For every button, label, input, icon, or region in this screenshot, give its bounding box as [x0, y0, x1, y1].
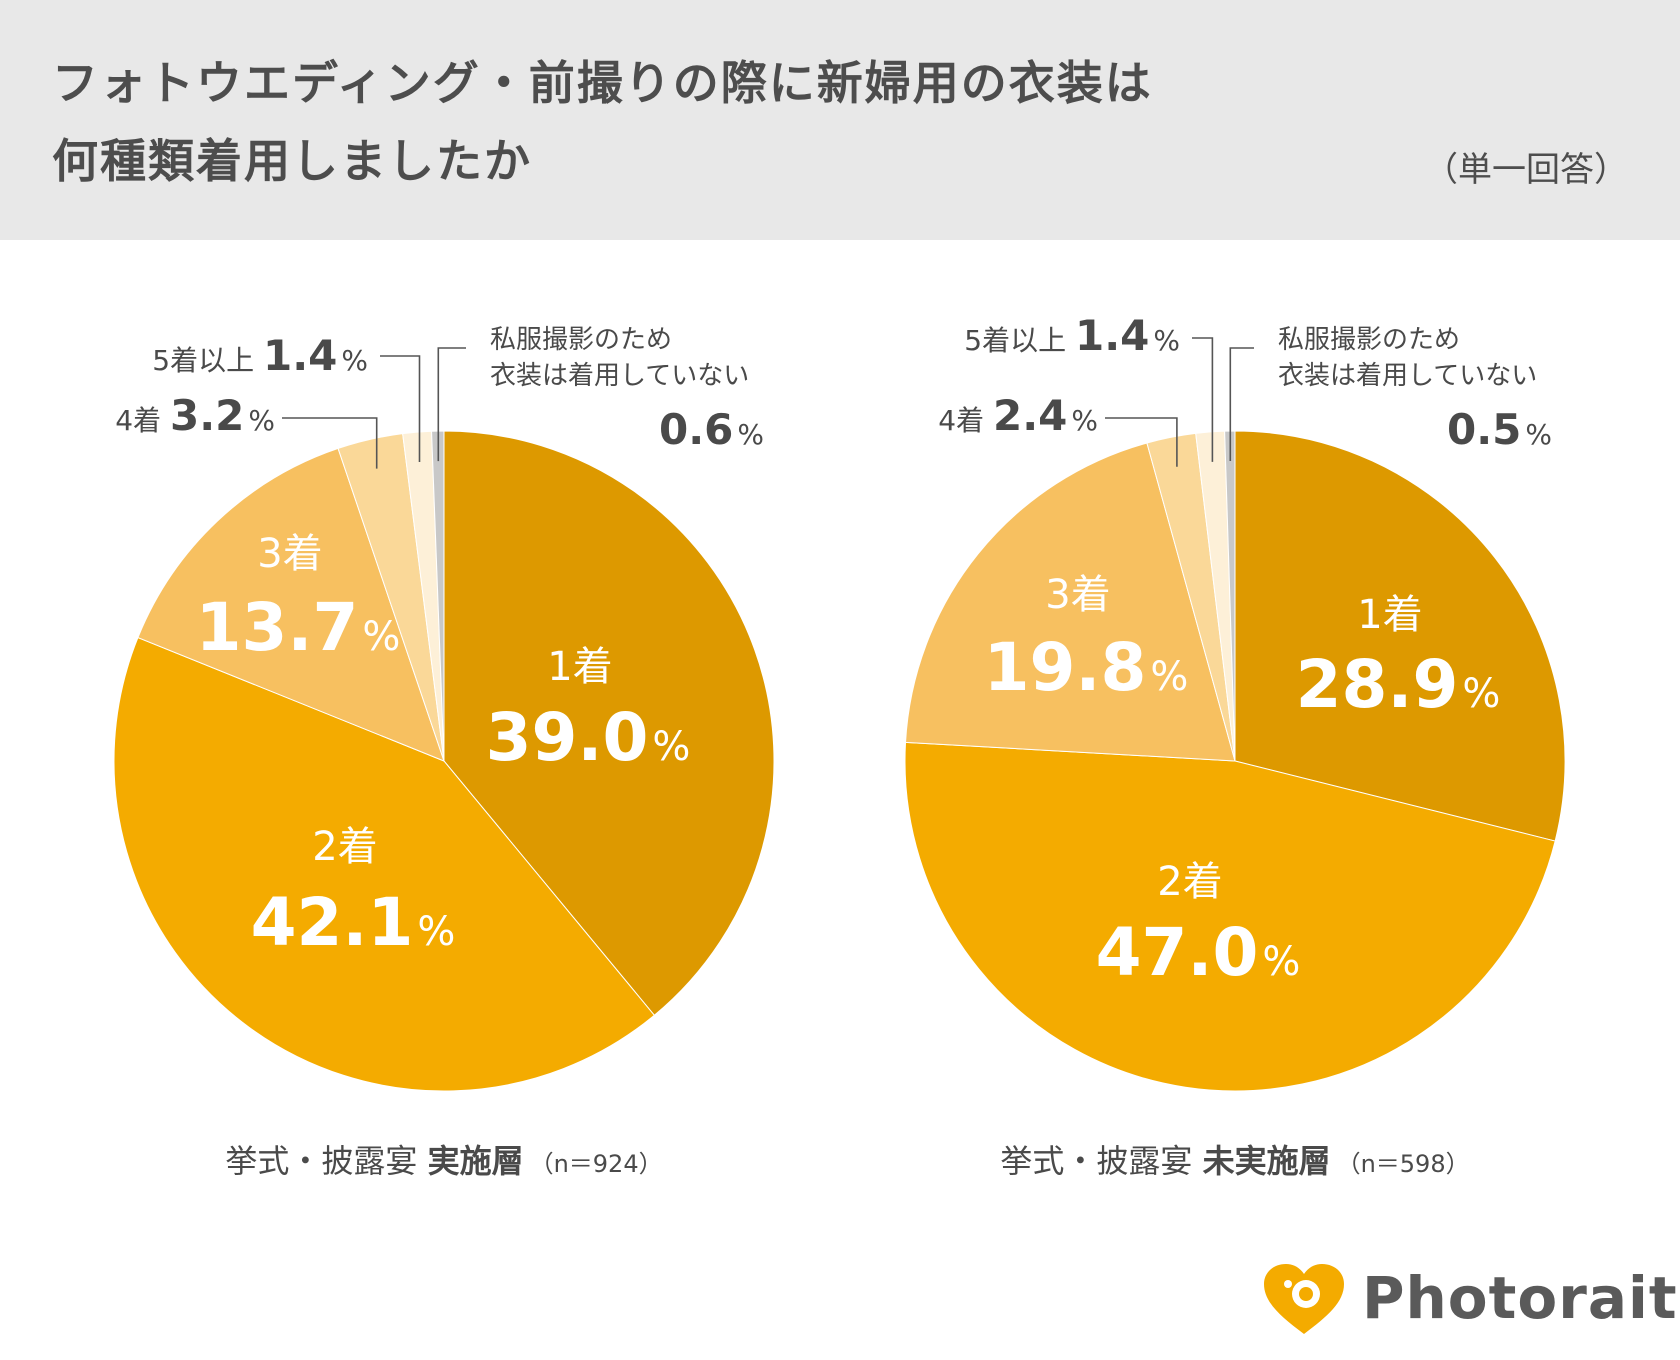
pie1-label-6-line1: 私服撮影のため	[490, 325, 672, 355]
pie2-value-1: 28.9%	[1296, 646, 1501, 723]
pie2-value-3: 19.8%	[984, 629, 1189, 706]
pie2-label-1: 1着	[1357, 592, 1422, 638]
pie1-leader-6	[437, 347, 466, 462]
title-line-2: 何種類着用しましたか	[52, 134, 532, 188]
pie2-leader-4	[1105, 417, 1178, 467]
pie1-slice-2	[113, 636, 656, 1092]
pie2-value-6: 0.5%	[1447, 405, 1552, 454]
pie2-label-3: 3着	[1045, 572, 1110, 618]
pie2-caption: 挙式・披露宴 未実施層 （n＝598）	[1000, 1142, 1469, 1180]
pie2-value-2: 47.0%	[1096, 914, 1301, 991]
pie2-slice-3	[905, 442, 1236, 762]
pie1-value-2: 42.1%	[251, 884, 456, 961]
pie1-label-3: 3着	[257, 531, 322, 577]
pie1-label-1: 1着	[547, 644, 612, 690]
logo-text: Photorait	[1362, 1264, 1678, 1332]
title-line-1: フォトウエディング・前撮りの際に新婦用の衣装は	[52, 56, 1153, 110]
chart-title: フォトウエディング・前撮りの際に新婦用の衣装は 何種類着用しましたか	[52, 44, 1352, 200]
pie1-value-3: 13.7%	[196, 589, 401, 666]
pie2-leader-6	[1229, 347, 1254, 461]
pie1-label-5: 5着以上 1.4%	[152, 331, 368, 380]
pie2-label-6-line2: 衣装は着用していない	[1278, 361, 1537, 391]
header-banner: フォトウエディング・前撮りの際に新婦用の衣装は 何種類着用しましたか （単一回答…	[0, 0, 1680, 240]
pie1-value-6: 0.6%	[659, 405, 764, 454]
pie1-leader-5	[380, 355, 421, 462]
pie2-leader-5	[1192, 337, 1214, 462]
pie2-label-4: 4着 2.4%	[938, 391, 1098, 440]
pie2-label-6-line1: 私服撮影のため	[1278, 325, 1460, 355]
pie1-leader-4	[282, 417, 378, 469]
pie1-caption: 挙式・披露宴 実施層 （n＝924）	[225, 1142, 662, 1180]
pie1-label-6-line2: 衣装は着用していない	[490, 361, 749, 391]
heart-camera-icon	[1264, 1264, 1344, 1334]
pie2-label-5: 5着以上 1.4%	[964, 311, 1180, 360]
pie1-slice-3	[137, 447, 445, 762]
answer-type-note: （単一回答）	[1424, 150, 1628, 190]
pie2-slice-2	[904, 741, 1556, 1092]
pie2-label-2: 2着	[1157, 859, 1222, 905]
pie2-slice-1	[1234, 430, 1566, 842]
pie1-label-2: 2着	[312, 824, 377, 870]
pie1-slice-1	[443, 430, 775, 1016]
pie1-value-1: 39.0%	[486, 699, 691, 776]
pie1-label-4: 4着 3.2%	[115, 391, 275, 440]
photorait-logo: Photorait	[1262, 1262, 1677, 1334]
